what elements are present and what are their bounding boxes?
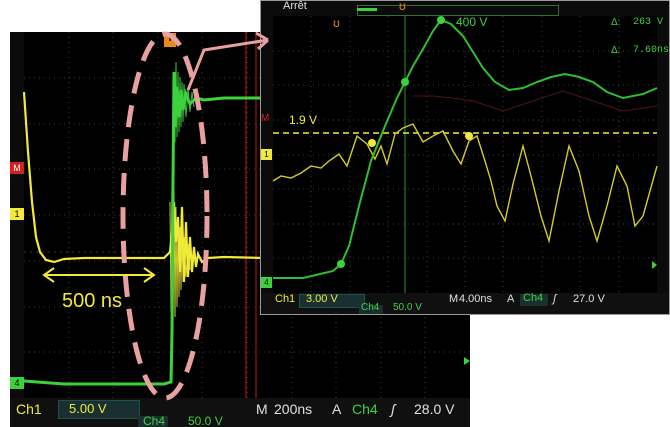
zoom-trigger-marker-icon: ʊ bbox=[333, 16, 340, 30]
zoom-delta-t-label: Δ: bbox=[611, 45, 621, 56]
zoom-waveform-display: 400 V 1.9 V ʊ bbox=[272, 15, 658, 293]
zoom-status-bar: Ch1 3.00 V M 4.00ns A Ch4 ʃ 27.0 V Ch4 5… bbox=[261, 292, 669, 314]
zoom-delta-v-label: Δ: bbox=[611, 17, 621, 28]
main-timebase[interactable]: 200ns bbox=[274, 401, 313, 417]
main-ch4-label: Ch4 bbox=[143, 414, 166, 427]
main-math-marker: M bbox=[10, 162, 24, 174]
zoom-timebase[interactable]: 4.00ns bbox=[459, 293, 493, 305]
duration-arrow-left-icon bbox=[42, 267, 55, 283]
zoom-delta-v-value: 263 V bbox=[633, 17, 664, 28]
main-right-marker-icon bbox=[464, 357, 470, 365]
main-ch1-scale-chip[interactable]: 5.00 V bbox=[58, 400, 140, 419]
zoom-link-arrow bbox=[186, 38, 269, 91]
zoom-ch4-label: Ch4 bbox=[361, 302, 380, 313]
zoom-ch1-scale: 3.00 V bbox=[306, 293, 338, 305]
zoom-ch1-marker: 1 bbox=[261, 149, 272, 160]
main-ch4-burst bbox=[173, 61, 195, 143]
zoom-rising-edge-icon: ʃ bbox=[553, 293, 557, 305]
main-ch1-label: Ch1 bbox=[16, 401, 42, 417]
zoom-waveform-svg bbox=[272, 16, 658, 293]
main-trigger-level[interactable]: 28.0 V bbox=[414, 401, 455, 417]
zoom-record-window bbox=[357, 8, 377, 11]
zoom-dot-mid bbox=[401, 78, 409, 86]
main-ch4-chip[interactable]: Ch4 bbox=[138, 414, 168, 427]
zoom-dot-low bbox=[337, 260, 345, 268]
zoom-top-bar: Arrêt ʊ bbox=[261, 0, 669, 16]
zoom-ch1-scale-chip[interactable]: 3.00 V bbox=[299, 293, 365, 308]
zoom-record-bar bbox=[357, 5, 559, 16]
zoom-grid bbox=[273, 16, 657, 293]
zoom-math-trace bbox=[413, 90, 658, 112]
burst-highlight-ellipse bbox=[120, 31, 210, 401]
zoom-math-marker: M bbox=[261, 113, 270, 124]
main-time-label: M bbox=[256, 401, 268, 417]
zoom-ch4-scale: 50.0 V bbox=[393, 302, 422, 313]
zoom-dot-cross-2 bbox=[465, 132, 473, 140]
main-ch4-scale: 50.0 V bbox=[188, 414, 223, 427]
zoom-status: Arrêt bbox=[283, 0, 307, 12]
zoom-ch4-chip[interactable]: Ch4 bbox=[359, 302, 383, 314]
zoom-trigger-channel-chip[interactable]: Ch4 bbox=[520, 292, 548, 306]
zoom-dot-cross-1 bbox=[368, 139, 376, 147]
main-ch1-trace bbox=[22, 91, 470, 283]
main-ch1-marker: 1 bbox=[10, 208, 24, 220]
zoom-trigger-channel: Ch4 bbox=[523, 292, 544, 304]
duration-label: 500 ns bbox=[62, 290, 123, 312]
zoom-peak-label: 400 V bbox=[456, 15, 488, 29]
zoom-ch1-label: Ch1 bbox=[275, 293, 296, 305]
main-ch4-marker: 4 bbox=[10, 377, 24, 389]
zoom-time-label: M bbox=[449, 293, 459, 305]
rising-edge-icon: ʃ bbox=[391, 401, 396, 417]
duration-arrow-right-icon bbox=[143, 267, 156, 283]
zoom-trigger-letter: A bbox=[507, 293, 515, 305]
zoom-link-arrow-head-icon bbox=[255, 31, 270, 51]
main-trigger-marker-label: T bbox=[167, 33, 174, 44]
zoom-ch4-marker: 4 bbox=[261, 277, 272, 288]
zoom-right-marker-icon bbox=[652, 261, 657, 269]
main-status-bar: Ch1 5.00 V M 200ns A Ch4 ʃ 28.0 V Ch4 50… bbox=[10, 398, 470, 427]
main-trigger-letter: A bbox=[332, 401, 342, 417]
zoom-trigger-position-icon: ʊ bbox=[399, 0, 406, 13]
main-trigger-channel[interactable]: Ch4 bbox=[352, 401, 378, 417]
main-ch1-scale: 5.00 V bbox=[69, 401, 107, 416]
zoom-threshold-label: 1.9 V bbox=[289, 113, 318, 127]
zoom-dot-peak bbox=[437, 16, 445, 24]
zoom-delta-t-value: 7.60ns bbox=[633, 45, 670, 56]
zoom-ch4-trace bbox=[273, 18, 658, 279]
zoom-ch1-trace bbox=[272, 123, 658, 244]
zoom-oscilloscope-screen: Arrêt ʊ 400 V 1.9 V bbox=[260, 0, 670, 315]
zoom-trigger-level[interactable]: 27.0 V bbox=[573, 293, 605, 305]
